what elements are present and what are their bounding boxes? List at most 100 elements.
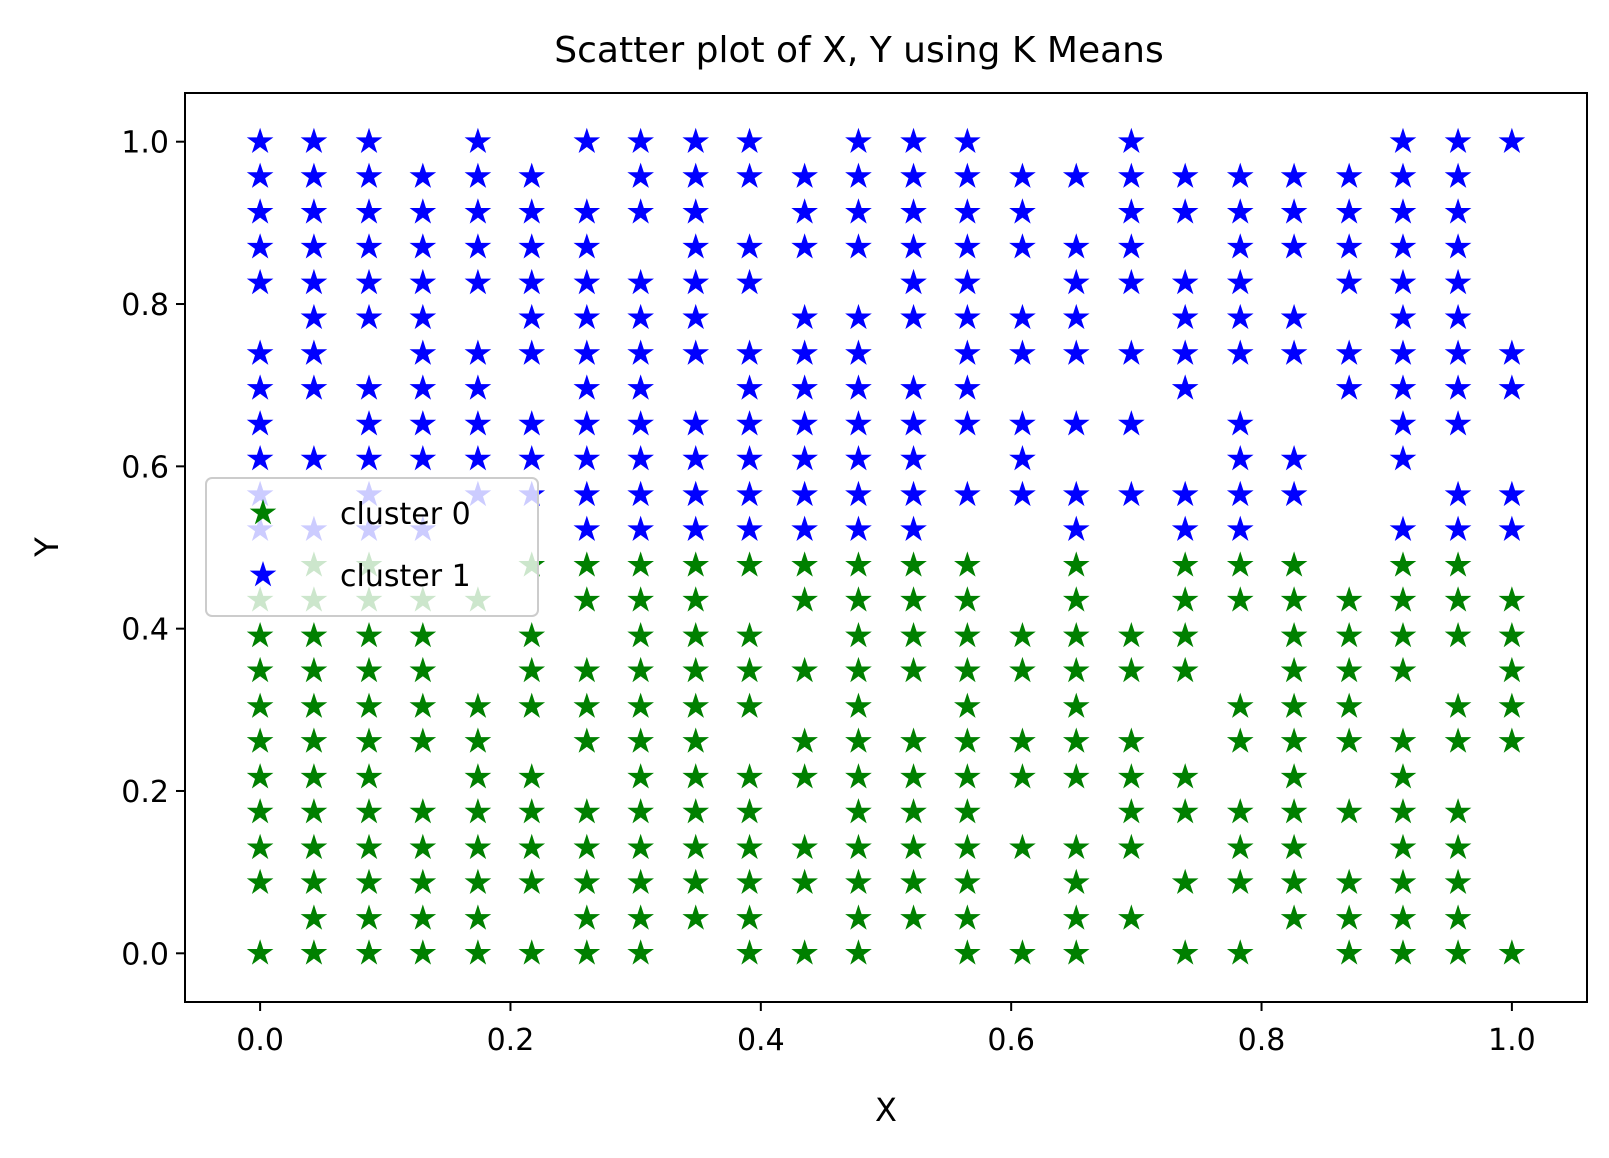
data-point xyxy=(464,939,492,965)
data-point xyxy=(954,303,981,330)
data-point xyxy=(464,727,492,753)
data-point xyxy=(1444,339,1472,365)
data-point xyxy=(682,233,710,259)
data-point xyxy=(1444,798,1472,824)
data-point xyxy=(1280,445,1308,471)
data-point xyxy=(1498,692,1526,718)
data-point xyxy=(573,904,601,930)
data-point xyxy=(900,480,927,507)
data-point xyxy=(1226,410,1254,436)
data-point xyxy=(246,127,274,154)
data-point xyxy=(791,339,818,365)
data-point xyxy=(1280,621,1308,648)
data-point xyxy=(627,727,654,753)
data-point xyxy=(355,374,383,400)
data-point xyxy=(300,445,328,471)
data-point xyxy=(573,374,601,400)
data-point xyxy=(246,233,274,259)
data-point xyxy=(682,692,710,718)
legend-star-icon xyxy=(249,561,277,587)
data-point xyxy=(1062,339,1090,365)
data-point xyxy=(954,586,981,612)
series-cluster-0 xyxy=(246,551,1526,965)
data-point xyxy=(900,798,927,824)
data-point xyxy=(954,798,981,824)
data-point xyxy=(300,833,328,860)
data-point xyxy=(1444,551,1472,577)
data-point xyxy=(791,763,818,789)
data-point xyxy=(1444,868,1472,895)
data-point xyxy=(1118,656,1145,683)
data-point xyxy=(791,480,818,507)
data-point xyxy=(1226,233,1254,259)
data-point xyxy=(1062,727,1090,753)
data-point xyxy=(791,586,818,612)
data-point xyxy=(1062,268,1090,295)
data-point xyxy=(464,763,492,789)
data-point xyxy=(1444,515,1472,541)
data-point xyxy=(627,621,654,648)
data-point xyxy=(1389,374,1417,400)
data-point xyxy=(954,763,981,789)
data-point xyxy=(1009,656,1036,683)
data-point xyxy=(1498,374,1526,400)
data-point xyxy=(246,798,274,824)
data-point xyxy=(1226,303,1254,330)
data-point xyxy=(845,763,872,789)
data-point xyxy=(627,339,654,365)
data-point xyxy=(791,656,818,683)
data-point xyxy=(1498,480,1526,507)
data-point xyxy=(954,656,981,683)
x-tick-label: 0.2 xyxy=(487,1023,535,1058)
data-point xyxy=(627,162,654,188)
data-point xyxy=(246,410,274,436)
data-point xyxy=(1171,198,1199,224)
data-point xyxy=(627,374,654,400)
data-point xyxy=(900,268,927,295)
data-point xyxy=(1062,480,1090,507)
data-point xyxy=(1171,268,1199,295)
data-point xyxy=(791,515,818,541)
data-point xyxy=(1444,692,1472,718)
data-point xyxy=(573,868,601,895)
data-point xyxy=(409,339,437,365)
y-tick-label: 1.0 xyxy=(121,126,169,161)
data-point xyxy=(1280,233,1308,259)
data-point xyxy=(1062,656,1090,683)
data-point xyxy=(845,127,872,154)
data-point xyxy=(682,339,710,365)
data-point xyxy=(464,268,492,295)
data-point xyxy=(355,621,383,648)
x-tick-label: 1.0 xyxy=(1488,1023,1536,1058)
data-point xyxy=(1009,480,1036,507)
data-point xyxy=(791,198,818,224)
data-point xyxy=(1062,515,1090,541)
series-cluster-1 xyxy=(246,127,1526,541)
data-point xyxy=(464,374,492,400)
data-point xyxy=(518,268,546,295)
data-point xyxy=(627,445,654,471)
data-point xyxy=(1335,374,1363,400)
data-point xyxy=(845,656,872,683)
data-point xyxy=(736,445,763,471)
data-point xyxy=(1444,904,1472,930)
data-point xyxy=(1009,939,1036,965)
data-point xyxy=(1335,198,1363,224)
data-point xyxy=(845,198,872,224)
data-point xyxy=(246,339,274,365)
data-point xyxy=(409,162,437,188)
data-point xyxy=(1335,798,1363,824)
legend-marker-cluster-0 xyxy=(249,499,277,525)
data-point xyxy=(1226,515,1254,541)
data-point xyxy=(573,127,601,154)
data-point xyxy=(845,904,872,930)
data-point xyxy=(1118,763,1145,789)
data-point xyxy=(518,939,546,965)
data-point xyxy=(464,127,492,154)
data-point xyxy=(518,162,546,188)
data-point xyxy=(1171,939,1199,965)
data-point xyxy=(954,374,981,400)
data-point xyxy=(900,586,927,612)
data-point xyxy=(300,374,328,400)
data-point xyxy=(518,339,546,365)
